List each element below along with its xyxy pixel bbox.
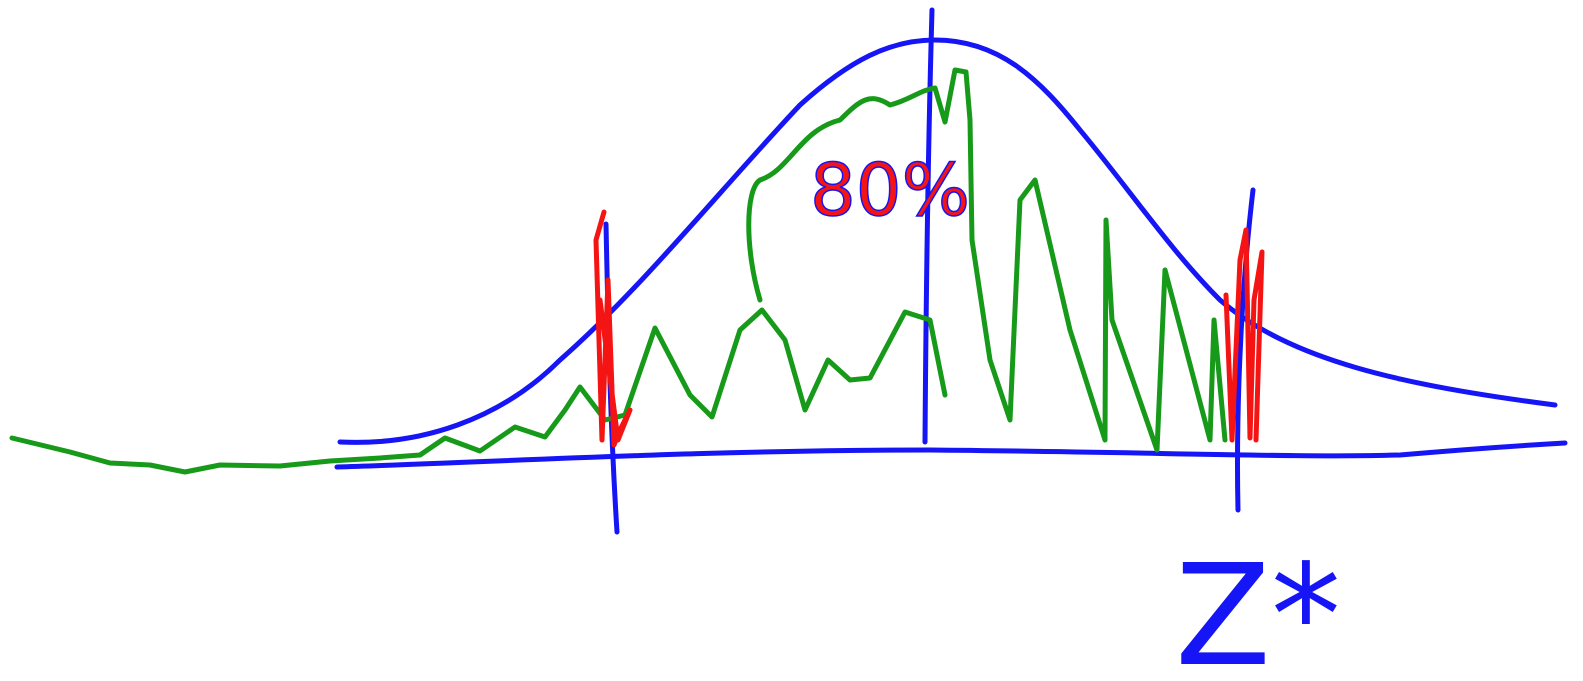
sample-upper [749, 70, 1225, 450]
whiteboard: 80% Z* [0, 0, 1583, 681]
critical-value-label: Z* [1175, 535, 1341, 681]
sample-distribution [12, 310, 945, 472]
baseline [337, 443, 1565, 467]
page: 80% Z* (() => { const data = JSON.parse(… [0, 0, 1583, 681]
percent-label: 80% [810, 148, 970, 232]
bell-curve-sketch [12, 10, 1565, 532]
